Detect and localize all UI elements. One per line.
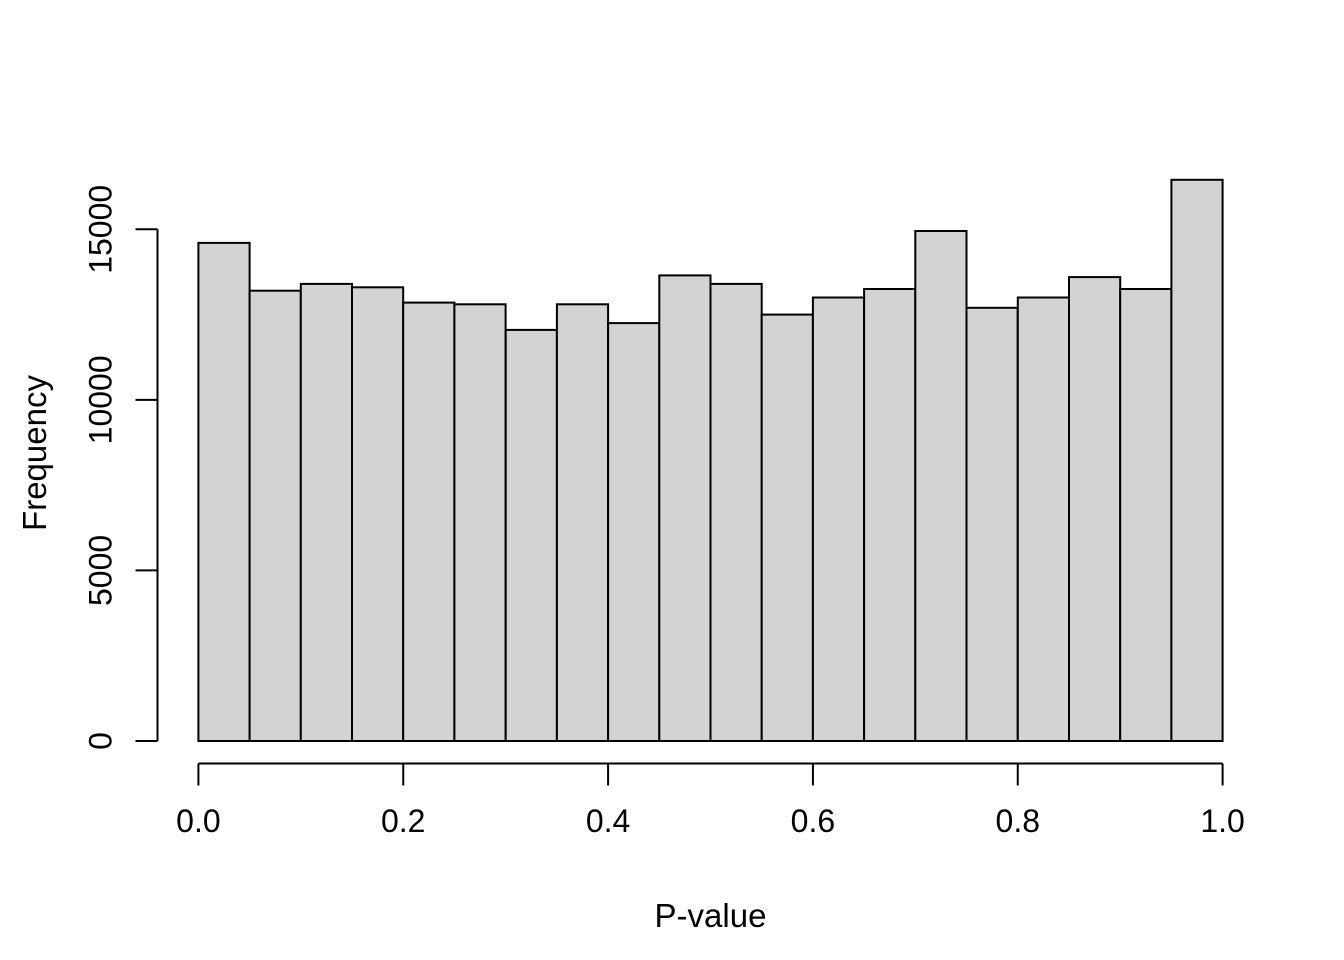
x-tick-label: 0.8 xyxy=(996,803,1040,839)
histogram-bar xyxy=(248,289,302,742)
histogram-bar xyxy=(555,303,610,742)
histogram-bar xyxy=(351,286,405,742)
y-axis: 0 5000 10000 15000 xyxy=(83,185,159,750)
histogram-bar xyxy=(1170,178,1224,743)
histogram-bar xyxy=(914,230,968,742)
y-tick-label: 10000 xyxy=(83,355,119,444)
x-tick-label: 0.4 xyxy=(586,803,630,839)
y-tick-label: 15000 xyxy=(83,185,119,274)
histogram-bar xyxy=(504,328,558,742)
histogram-bar xyxy=(658,274,712,742)
histogram-bar xyxy=(197,241,251,742)
histogram-bar xyxy=(607,322,661,742)
x-axis: 0.0 0.2 0.4 0.6 0.8 1.0 xyxy=(176,762,1245,839)
histogram-bar xyxy=(863,288,917,742)
x-tick-label: 1.0 xyxy=(1200,803,1244,839)
histogram-bar xyxy=(299,282,353,742)
histogram-bar xyxy=(1016,296,1070,742)
histogram-bar xyxy=(965,306,1019,742)
x-tick-label: 0.2 xyxy=(381,803,425,839)
x-tick-label: 0.6 xyxy=(791,803,835,839)
y-tick-label: 5000 xyxy=(83,535,119,606)
histogram-bar xyxy=(709,282,763,742)
histogram-bar xyxy=(760,313,814,742)
y-tick-label: 0 xyxy=(83,732,119,750)
histogram-bar xyxy=(402,301,456,742)
histogram-bar xyxy=(1068,276,1122,742)
bars-group xyxy=(197,178,1224,743)
histogram-bar xyxy=(811,296,866,742)
y-axis-title: Frequency xyxy=(16,375,53,531)
histogram-bar xyxy=(1119,288,1173,742)
x-axis-title: P-value xyxy=(655,897,767,934)
x-tick-label: 0.0 xyxy=(176,803,220,839)
histogram-bar xyxy=(453,303,507,742)
